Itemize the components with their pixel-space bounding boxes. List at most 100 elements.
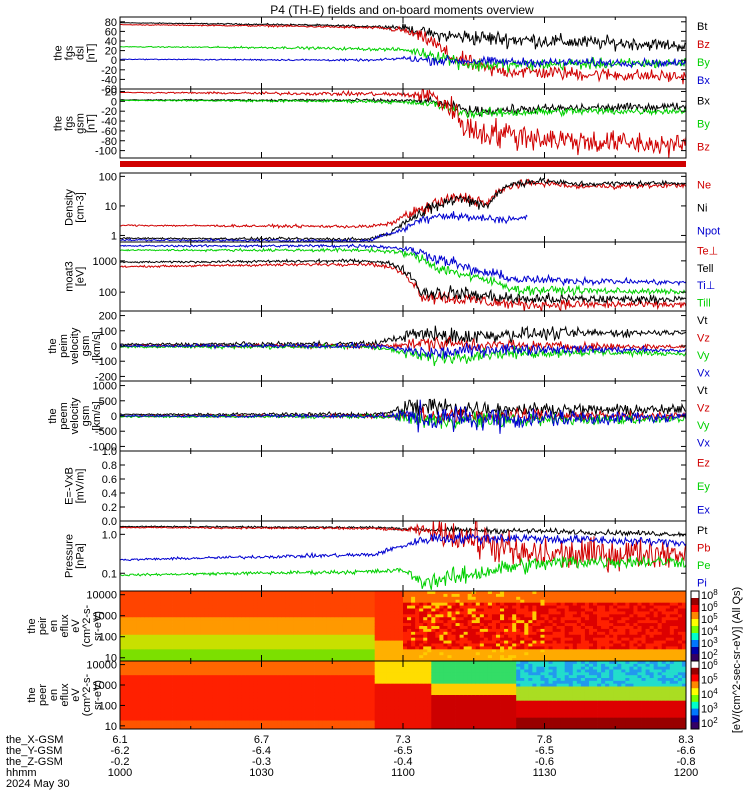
colorbar-tick: 104 bbox=[701, 687, 718, 701]
footer-tick-t: 1130 bbox=[533, 767, 557, 779]
legend-Tell: Tell bbox=[697, 263, 714, 275]
colorbar-tick: 102 bbox=[701, 716, 718, 730]
ytick-label: 100 bbox=[99, 287, 117, 299]
ytick-label: 1.0 bbox=[102, 529, 117, 541]
panel-frame bbox=[120, 17, 686, 89]
series-Bz bbox=[120, 89, 686, 158]
ytick-label: 0 bbox=[111, 411, 117, 423]
legend-Ex: Ex bbox=[697, 504, 710, 516]
panel-frame bbox=[120, 451, 686, 521]
ytick-label: 0.6 bbox=[102, 474, 117, 486]
footer-tick-t: 1200 bbox=[674, 767, 698, 779]
legend-Pt: Pt bbox=[697, 525, 707, 537]
footer-tick-t: 1030 bbox=[249, 767, 273, 779]
spectrogram-cells bbox=[120, 661, 686, 729]
colorbar-tick: 106 bbox=[701, 658, 718, 672]
footer-tick-t: 1000 bbox=[108, 767, 132, 779]
ytick-label: 10000 bbox=[86, 660, 117, 672]
legend-Ey: Ey bbox=[697, 481, 710, 493]
ytick-label: 0.4 bbox=[102, 488, 117, 500]
legend-Vy: Vy bbox=[697, 350, 710, 362]
series-Pe bbox=[120, 556, 686, 590]
legend-Vz: Vz bbox=[697, 402, 710, 414]
legend-By: By bbox=[697, 119, 710, 131]
ytick-label: 0.0 bbox=[102, 516, 117, 528]
ylabel-density: [cm-3] bbox=[75, 192, 87, 223]
legend-Pe: Pe bbox=[697, 560, 710, 572]
ytick-label: 1000 bbox=[93, 381, 117, 393]
ylabel-peir_spectrogram: sr-eV) bbox=[92, 611, 104, 641]
ytick-label: 1.0 bbox=[102, 446, 117, 458]
panel-frame bbox=[120, 173, 686, 242]
ytick-label: 10 bbox=[105, 721, 117, 733]
legend-Ne: Ne bbox=[697, 180, 711, 192]
ylabel-peer_spectrogram: sr-eV) bbox=[92, 680, 104, 710]
legend-Bz: Bz bbox=[697, 142, 710, 154]
legend-Bx: Bx bbox=[697, 96, 710, 108]
legend-Bt: Bt bbox=[697, 21, 707, 33]
ylabel-fgs_dsl: [nT] bbox=[86, 44, 98, 63]
series-Bx bbox=[120, 55, 686, 67]
ytick-label: 1 bbox=[111, 230, 117, 242]
series-Te⊥ bbox=[120, 262, 686, 312]
series-By bbox=[120, 100, 686, 118]
ytick-label: 0 bbox=[111, 341, 117, 353]
series-Till bbox=[120, 248, 686, 296]
legend-Pi: Pi bbox=[697, 577, 707, 589]
colorbar-tick: 103 bbox=[701, 702, 718, 716]
legend-Bx: Bx bbox=[697, 75, 710, 87]
footer-row-label: 2024 May 30 bbox=[6, 778, 70, 790]
legend-Till: Till bbox=[697, 297, 711, 309]
ytick-label: 0.1 bbox=[102, 568, 117, 580]
ytick-label: -100 bbox=[95, 146, 117, 158]
legend-Bz: Bz bbox=[697, 39, 710, 51]
ytick-label: 0.2 bbox=[102, 502, 117, 514]
panel-frame bbox=[120, 242, 686, 311]
legend-Te⊥: Te⊥ bbox=[697, 246, 718, 258]
legend-Ti⊥: Ti⊥ bbox=[697, 280, 715, 292]
legend-Vx: Vx bbox=[697, 367, 710, 379]
footer-tick-t: 1100 bbox=[391, 767, 415, 779]
series-Vt bbox=[120, 326, 686, 347]
colorbar-tick: 105 bbox=[701, 673, 718, 687]
series-Bx bbox=[120, 97, 686, 116]
legend-Vz: Vz bbox=[697, 332, 710, 344]
legend-Npot: Npot bbox=[697, 226, 720, 238]
ylabel-temperature: [eV] bbox=[75, 267, 87, 287]
ylabel-pressure: [nPa] bbox=[75, 543, 87, 569]
ylabel-efield: [mV/m] bbox=[75, 469, 87, 504]
ylabel-peem_velocity: [km/s] bbox=[91, 401, 103, 430]
legend-By: By bbox=[697, 57, 710, 69]
legend-Ni: Ni bbox=[697, 203, 707, 215]
legend-Vt: Vt bbox=[697, 385, 707, 397]
ytick-label: 200 bbox=[99, 311, 117, 323]
ytick-label: 100 bbox=[99, 171, 117, 183]
ytick-label: 0.8 bbox=[102, 460, 117, 472]
ytick-label: 1000 bbox=[93, 256, 117, 268]
mode-indicator-bar bbox=[120, 161, 686, 167]
series-Bz bbox=[120, 24, 686, 84]
legend-Pb: Pb bbox=[697, 542, 710, 554]
spectrogram-cells bbox=[120, 591, 686, 661]
legend-Vy: Vy bbox=[697, 420, 710, 432]
plot-title: P4 (TH-E) fields and on-board moments ov… bbox=[270, 3, 534, 17]
legend-Vt: Vt bbox=[697, 315, 707, 327]
ylabel-peim_velocity: [km/s] bbox=[91, 331, 103, 360]
ytick-label: 10 bbox=[105, 201, 117, 213]
legend-Ez: Ez bbox=[697, 458, 710, 470]
colorbar-label: [eV/(cm^2-sec-sr-eV)] (All Qs) bbox=[731, 587, 743, 733]
